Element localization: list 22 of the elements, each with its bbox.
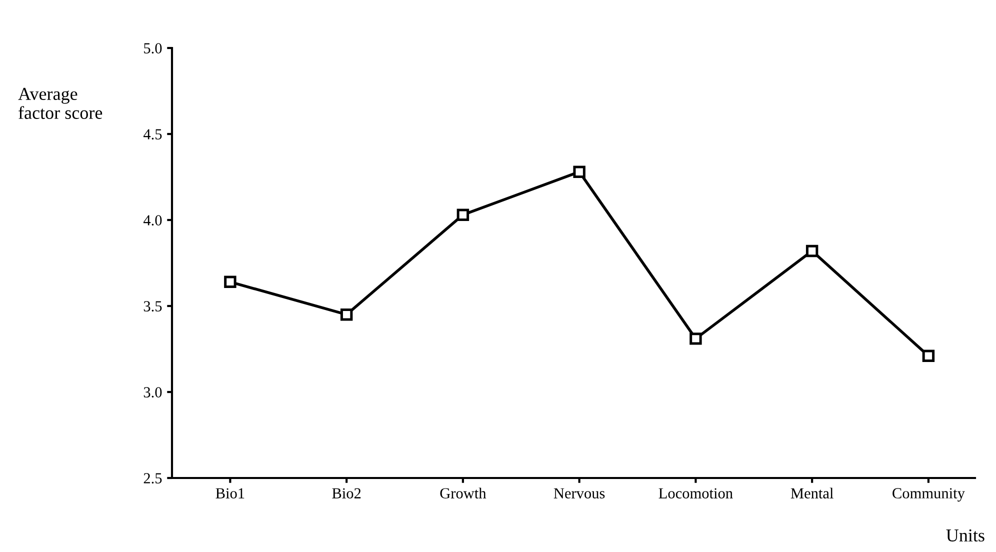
x-tick-label: Nervous — [554, 488, 605, 498]
point — [224, 276, 236, 288]
x-axis-title: Units — [946, 529, 984, 542]
y-tick-label: 4.0 — [143, 215, 162, 226]
x-tick-label: Mental — [790, 488, 834, 498]
x-tick-label: Bio2 — [332, 488, 361, 498]
y-axis-title: Average factor score — [18, 88, 102, 119]
x-tick-label: Community — [892, 488, 965, 502]
point — [690, 332, 702, 345]
point — [922, 350, 935, 362]
point — [340, 308, 353, 321]
point — [806, 244, 818, 258]
y-tick-label: 4.5 — [143, 129, 162, 140]
x-tick-label: Growth — [440, 488, 486, 498]
x-tick-label: Bio1 — [216, 488, 244, 498]
point — [456, 208, 470, 221]
point — [573, 166, 586, 178]
x-tick-label: Locomotion — [658, 488, 733, 498]
y-tick-label: 2.5 — [144, 473, 162, 484]
y-tick-label: 5.0 — [144, 43, 162, 54]
y-tick-label: 3.5 — [144, 301, 162, 312]
y-tick-label: 3.0 — [144, 387, 162, 398]
